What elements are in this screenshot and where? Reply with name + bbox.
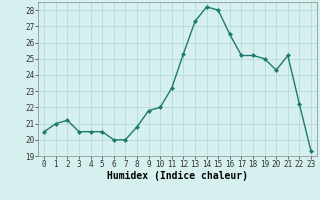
X-axis label: Humidex (Indice chaleur): Humidex (Indice chaleur) [107,171,248,181]
